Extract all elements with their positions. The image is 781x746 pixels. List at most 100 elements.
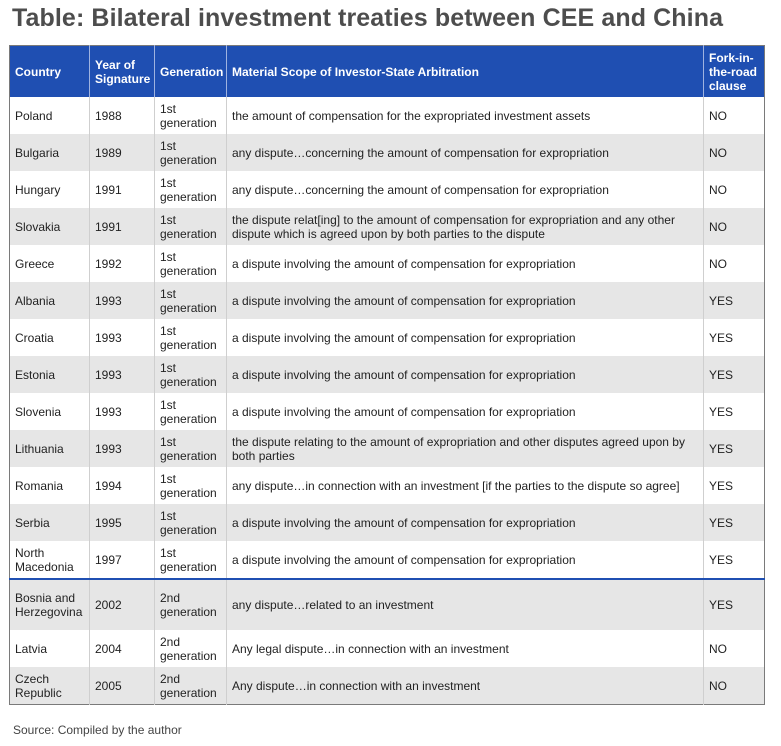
cell-year: 1993	[89, 430, 155, 467]
cell-country: North Macedonia	[15, 545, 74, 574]
cell-country: Serbia	[9, 504, 90, 541]
cell-generation: 1st generation	[154, 171, 227, 208]
cell-year: 1993	[89, 393, 155, 430]
cell-scope: any dispute…related to an investment	[226, 578, 704, 630]
cell-fork: YES	[703, 319, 765, 356]
cell-country: Czech Republic	[9, 667, 90, 705]
cell-generation: 1st generation	[154, 504, 227, 541]
cell-year: 1992	[89, 245, 155, 282]
table-row: Bosnia and Herzegovina 2002 2nd generation…	[9, 578, 765, 630]
cell-country: Lithuania	[9, 430, 90, 467]
cell-year: 1995	[89, 504, 155, 541]
cell-fork: NO	[703, 134, 765, 171]
cell-year: 1991	[89, 208, 155, 245]
cell-year: 2004	[89, 630, 155, 667]
cell-scope: a dispute involving the amount of compen…	[226, 282, 704, 319]
cell-scope: a dispute involving the amount of compen…	[226, 245, 704, 282]
table-row: Romania 1994 1st generation any dispute…in …	[10, 467, 765, 504]
cell-generation: 2nd generation	[154, 578, 227, 630]
cell-fork: YES	[703, 541, 765, 579]
cell-fork: YES	[703, 504, 765, 541]
cell-fork: NO	[703, 245, 765, 282]
cell-country: Latvia	[15, 641, 48, 656]
table-row: Bulgaria 1989 1st generation any dispute…co…	[9, 134, 765, 171]
cell-year: 1994	[89, 467, 155, 504]
header-scope: Material Scope of Investor-State Arbitra…	[226, 45, 704, 97]
cell-country: Croatia	[15, 330, 54, 345]
cell-scope: any dispute…concerning the amount of com…	[226, 134, 704, 171]
header-year: Year of Signature	[89, 45, 155, 97]
cell-country: Romania	[15, 478, 64, 493]
table-row: Lithuania 1993 1st generation the dispute r…	[9, 430, 765, 467]
cell-year: 1988	[89, 97, 155, 134]
table-row: Albania 1993 1st generation a dispute invol…	[9, 282, 765, 319]
cell-fork: YES	[703, 282, 765, 319]
cell-country: Hungary	[15, 182, 61, 197]
cell-scope: a dispute involving the amount of compen…	[226, 541, 704, 579]
cell-generation: 2nd generation	[154, 630, 227, 667]
header-generation: Generation	[154, 45, 227, 97]
cell-country: Bosnia and Herzegovina	[9, 578, 90, 630]
cell-fork: YES	[703, 578, 765, 630]
cell-year: 2005	[89, 667, 155, 705]
cell-country: Poland	[15, 108, 53, 123]
bit-table: Country Year of Signature Generation Mat…	[9, 45, 765, 705]
cell-generation: 1st generation	[154, 467, 227, 504]
cell-generation: 1st generation	[154, 282, 227, 319]
cell-year: 1991	[89, 171, 155, 208]
cell-year: 1993	[89, 356, 155, 393]
cell-fork: NO	[703, 208, 765, 245]
table-row: Latvia 2004 2nd generation Any legal disput…	[10, 630, 765, 667]
cell-year: 1993	[89, 319, 155, 356]
cell-country: Estonia	[9, 356, 90, 393]
cell-generation: 2nd generation	[154, 667, 227, 705]
cell-scope: any dispute…in connection with an invest…	[226, 467, 704, 504]
cell-scope: the dispute relat[ing] to the amount of …	[226, 208, 704, 245]
cell-scope: a dispute involving the amount of compen…	[226, 504, 704, 541]
table-row: Croatia 1993 1st generation a dispute invol…	[10, 319, 765, 356]
table-row: Estonia 1993 1st generation a dispute invol…	[9, 356, 765, 393]
cell-scope: a dispute involving the amount of compen…	[226, 393, 704, 430]
cell-fork: NO	[703, 171, 765, 208]
cell-generation: 1st generation	[154, 97, 227, 134]
cell-year: 1993	[89, 282, 155, 319]
cell-scope: Any legal dispute…in connection with an …	[226, 630, 704, 667]
table-row: Greece 1992 1st generation a dispute involv…	[10, 245, 765, 282]
header-fork: Fork-in-the-road clause	[703, 45, 765, 97]
table-row: Serbia 1995 1st generation a dispute involv…	[9, 504, 765, 541]
cell-year: 1989	[89, 134, 155, 171]
table-row: Slovenia 1993 1st generation a dispute invo…	[10, 393, 765, 430]
cell-generation: 1st generation	[154, 356, 227, 393]
source-note: Source: Compiled by the author	[13, 723, 182, 737]
cell-generation: 1st generation	[154, 245, 227, 282]
header-country: Country	[9, 45, 90, 97]
page-title: Table: Bilateral investment treaties bet…	[12, 4, 724, 32]
cell-generation: 1st generation	[154, 319, 227, 356]
cell-fork: YES	[703, 393, 765, 430]
cell-year: 2002	[89, 578, 155, 630]
cell-fork: NO	[703, 630, 765, 667]
cell-generation: 1st generation	[154, 134, 227, 171]
cell-generation: 1st generation	[154, 541, 227, 579]
cell-scope: a dispute involving the amount of compen…	[226, 319, 704, 356]
cell-fork: NO	[703, 97, 765, 134]
cell-fork: NO	[703, 667, 765, 705]
cell-scope: the dispute relating to the amount of ex…	[226, 430, 704, 467]
cell-year: 1997	[89, 541, 155, 579]
table-body: Poland 1988 1st generation the amount of co…	[9, 97, 765, 705]
cell-scope: the amount of compensation for the expro…	[226, 97, 704, 134]
cell-scope: any dispute…concerning the amount of com…	[226, 171, 704, 208]
table-row: Hungary 1991 1st generation any dispute…con…	[10, 171, 765, 208]
cell-country: Albania	[9, 282, 90, 319]
table-header-row: Country Year of Signature Generation Mat…	[9, 45, 765, 97]
table-row: North Macedonia 1997 1st generation a dispu…	[10, 541, 765, 579]
cell-country: Greece	[15, 256, 55, 271]
cell-country: Slovenia	[15, 404, 62, 419]
cell-scope: Any dispute…in connection with an invest…	[226, 667, 704, 705]
table-row: Slovakia 1991 1st generation the dispute re…	[9, 208, 765, 245]
cell-fork: YES	[703, 356, 765, 393]
cell-fork: YES	[703, 430, 765, 467]
table-row: Czech Republic 2005 2nd generation Any disp…	[9, 667, 765, 705]
table-row: Poland 1988 1st generation the amount of co…	[10, 97, 765, 134]
